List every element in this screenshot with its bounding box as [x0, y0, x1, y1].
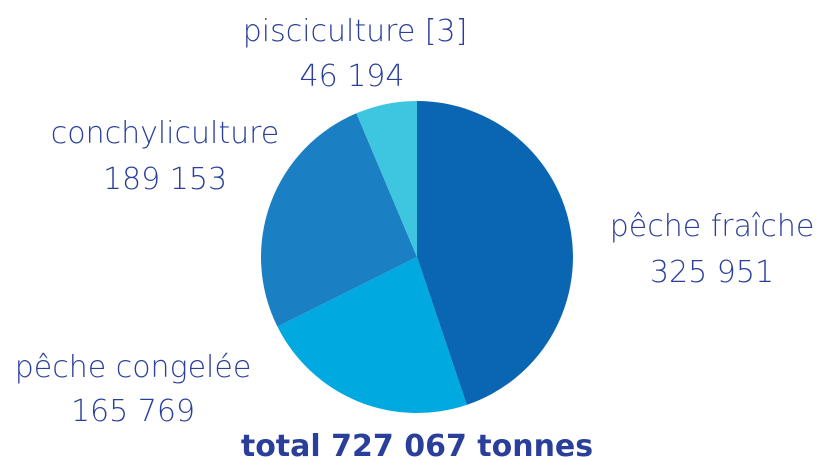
- slice-label-pisciculture: pisciculture [3]: [243, 14, 468, 49]
- pie-slice-pisciculture-3: [356, 101, 417, 257]
- slice-label-peche-congelee: pêche congelée: [15, 350, 252, 385]
- slice-label-peche-fraiche: pêche fraîche: [610, 209, 815, 244]
- slice-value-peche-congelee: 165 769: [71, 394, 195, 429]
- pie-slices: [261, 101, 573, 413]
- pie-slice-peche-congelee: [277, 257, 467, 413]
- total-label: total 727 067 tonnes: [241, 429, 593, 460]
- slice-value-peche-fraiche: 325 951: [650, 255, 774, 290]
- slice-value-conchyliculture: 189 153: [103, 162, 227, 197]
- slice-value-pisciculture: 46 194: [300, 59, 405, 94]
- slice-label-conchyliculture: conchyliculture: [51, 116, 280, 151]
- pie-slice-conchyliculture: [261, 113, 417, 327]
- pie-slice-peche-fraiche: [417, 101, 573, 405]
